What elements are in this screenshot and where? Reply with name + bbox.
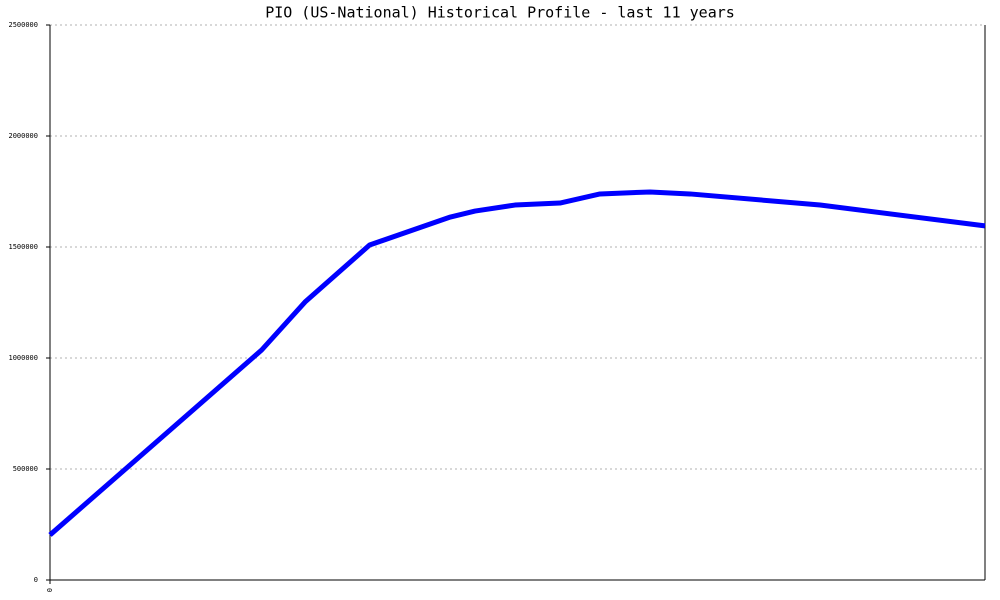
y-tick-label: 1000000: [8, 354, 38, 362]
y-tick-label: 500000: [13, 465, 38, 473]
y-tick-label: 2000000: [8, 132, 38, 140]
y-tick-label: 1500000: [8, 243, 38, 251]
chart-title: PIO (US-National) Historical Profile - l…: [265, 4, 735, 22]
y-tick-label: 0: [34, 576, 38, 584]
x-tick-label: 0: [46, 588, 54, 592]
y-tick-label: 2500000: [8, 21, 38, 29]
data-line: [48, 189, 986, 537]
